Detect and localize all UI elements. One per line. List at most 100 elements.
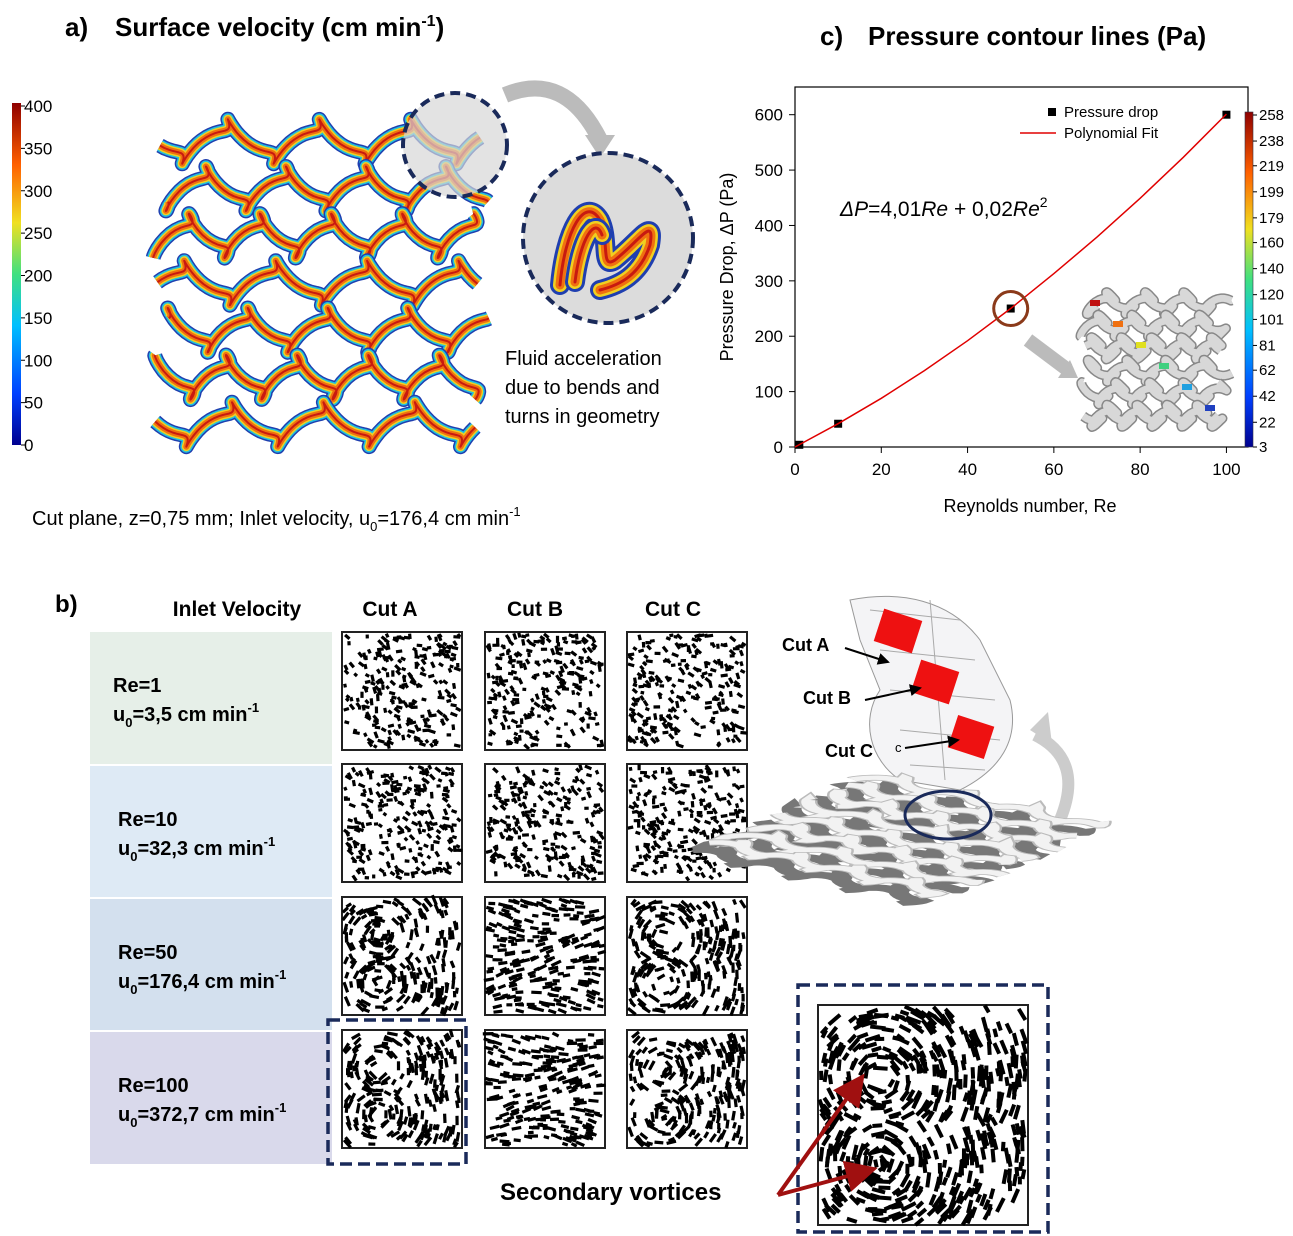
velocity-sup: -1 xyxy=(264,834,276,849)
vector-dash xyxy=(377,693,382,695)
vector-dash xyxy=(588,1035,594,1036)
vector-dash xyxy=(549,717,553,720)
vector-dash xyxy=(415,1094,417,1100)
vector-dash xyxy=(652,1112,654,1122)
vector-dash xyxy=(375,917,383,918)
vector-dash xyxy=(408,731,415,733)
vector-dash xyxy=(425,1055,426,1061)
vector-dash xyxy=(588,718,595,719)
cut-label: Cut A xyxy=(782,635,829,655)
vector-dash xyxy=(452,837,456,838)
vector-dash xyxy=(557,686,563,688)
vector-dash xyxy=(693,1130,695,1135)
vector-dash xyxy=(563,975,570,976)
vector-dash xyxy=(496,797,502,799)
vector-dash xyxy=(364,974,366,980)
vector-dash xyxy=(684,809,689,810)
vector-dash xyxy=(572,960,581,962)
vector-dash xyxy=(705,805,706,810)
vector-dash xyxy=(515,860,521,861)
vector-dash xyxy=(591,945,601,947)
vector-dash xyxy=(686,692,691,694)
vector-dash xyxy=(982,1133,984,1144)
vector-dash xyxy=(491,1138,497,1140)
colorbar-tick-label: 101 xyxy=(1259,311,1284,328)
y-axis-label: Pressure Drop, ΔP (Pa) xyxy=(717,173,737,362)
vector-dash xyxy=(638,728,642,729)
vector-dash xyxy=(456,846,460,848)
vector-dash xyxy=(541,1116,550,1117)
vector-dash xyxy=(628,654,634,655)
vector-dash xyxy=(730,936,731,945)
vector-dash xyxy=(428,828,434,830)
vector-dash xyxy=(738,646,744,647)
vector-dash xyxy=(675,791,682,793)
vector-dash xyxy=(839,1059,840,1070)
vector-dash xyxy=(993,1149,994,1163)
vector-dash xyxy=(556,728,560,729)
vector-dash xyxy=(890,1116,899,1118)
vector-dash xyxy=(633,647,637,649)
vector-dash xyxy=(659,822,664,823)
vector-dash xyxy=(365,664,366,669)
vector-dash xyxy=(717,1105,719,1111)
vector-dash xyxy=(735,929,736,939)
vector-dash xyxy=(531,708,534,710)
vector-dash xyxy=(445,796,449,797)
vector-dash xyxy=(519,1063,525,1064)
vector-dash xyxy=(702,673,707,675)
vector-dash xyxy=(717,931,719,940)
vector-dash xyxy=(434,1104,436,1111)
vector-dash xyxy=(678,829,684,830)
vector-dash xyxy=(719,686,725,688)
vector-dash xyxy=(487,971,493,972)
vector-dash xyxy=(593,856,595,861)
vector-dash xyxy=(353,767,355,772)
vector-dash xyxy=(569,862,571,868)
vector-dash xyxy=(498,1082,507,1083)
colorbar-tick-label: 140 xyxy=(1259,261,1284,278)
vector-dash xyxy=(419,828,421,834)
vector-dash xyxy=(508,836,513,838)
vector-dash xyxy=(739,1137,741,1145)
row-background xyxy=(90,766,332,897)
vector-dash xyxy=(544,1046,550,1048)
vector-dash xyxy=(453,637,460,638)
vector-dash xyxy=(573,833,580,834)
vector-dash xyxy=(491,827,494,831)
vector-dash xyxy=(426,1078,428,1086)
panel-label: c) xyxy=(820,21,843,51)
vector-dash xyxy=(364,653,365,660)
vector-dash xyxy=(425,654,426,660)
vector-dash xyxy=(711,920,713,927)
vector-dash xyxy=(827,1157,828,1168)
vector-dash xyxy=(430,821,433,824)
vector-dash xyxy=(515,940,525,941)
vector-dash xyxy=(663,660,670,662)
vector-dash xyxy=(512,1127,522,1129)
vector-dash xyxy=(742,1080,744,1090)
vector-dash xyxy=(443,958,444,966)
vector-dash xyxy=(733,994,735,1001)
vector-dash xyxy=(573,916,579,917)
vector-dash xyxy=(450,659,456,660)
vector-dash xyxy=(531,744,538,745)
vector-dash xyxy=(718,1067,719,1075)
vector-dash xyxy=(517,935,525,937)
vector-dash xyxy=(369,850,371,855)
vector-dash xyxy=(416,867,419,870)
annotation: due to bends and xyxy=(505,377,660,399)
vector-dash xyxy=(500,1141,510,1142)
vector-dash xyxy=(354,674,357,676)
vector-dash xyxy=(698,782,703,783)
vector-dash xyxy=(643,685,650,687)
vector-dash xyxy=(707,773,712,774)
vector-dash xyxy=(547,859,550,862)
vector-dash xyxy=(688,849,693,850)
vector-dash xyxy=(638,796,639,801)
vector-dash xyxy=(634,1077,636,1084)
vector-dash xyxy=(664,992,670,994)
vector-dash xyxy=(542,913,550,914)
vector-dash xyxy=(738,1061,739,1068)
vector-dash xyxy=(705,776,707,782)
